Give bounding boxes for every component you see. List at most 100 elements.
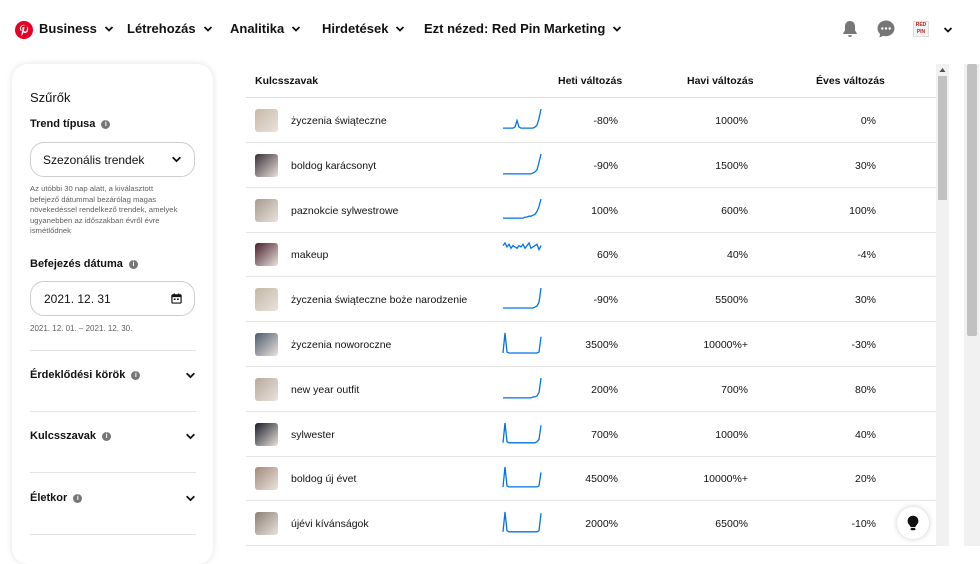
end-date-value: 2021. 12. 31	[44, 291, 111, 306]
info-icon[interactable]: i	[128, 259, 138, 269]
filter-section-keywords[interactable]: Kulcsszavak i	[30, 430, 196, 442]
keyword-thumbnail	[255, 153, 278, 177]
trend-sparkline	[503, 377, 542, 399]
keyword-thumbnail	[255, 377, 278, 401]
help-button[interactable]	[897, 507, 929, 539]
keyword-text[interactable]: boldog új évet	[291, 473, 357, 486]
header-weekly-change[interactable]: Heti változás	[558, 75, 623, 87]
weekly-change-value: -90%	[593, 159, 618, 172]
nav-ads-label: Hirdetések	[322, 21, 389, 36]
table-row[interactable]: życzenia świąteczne boże narodzenie -90% 5…	[246, 277, 936, 323]
trend-type-value: Szezonális trendek	[43, 152, 145, 167]
chevron-down-icon	[172, 156, 181, 163]
yearly-change-value: -4%	[857, 249, 876, 262]
nav-business-label: Business	[39, 21, 97, 36]
weekly-change-value: 60%	[596, 249, 618, 262]
weekly-change-value: 2000%	[585, 518, 618, 531]
page-scrollbar-thumb[interactable]	[967, 64, 977, 336]
header-monthly-change[interactable]: Havi változás	[687, 75, 754, 87]
scroll-up-arrow-icon[interactable]	[938, 66, 947, 74]
yearly-change-value: 30%	[854, 159, 876, 172]
keyword-text[interactable]: makeup	[291, 249, 329, 262]
filters-title: Szűrők	[30, 90, 71, 105]
messages-icon[interactable]	[876, 19, 896, 39]
chevron-down-icon	[186, 433, 195, 439]
table-row[interactable]: paznokcie sylwestrowe 100% 600% 100%	[246, 188, 936, 233]
keyword-text[interactable]: życzenia noworoczne	[291, 339, 392, 351]
trend-sparkline	[502, 467, 542, 488]
keyword-thumbnail	[255, 333, 278, 356]
keyword-thumbnail	[255, 109, 278, 132]
filter-section-interests[interactable]: Érdeklődési körök i	[30, 369, 196, 381]
end-date-input[interactable]: 2021. 12. 31	[30, 281, 195, 316]
table-row[interactable]: boldog új évet 4500% 10000%+ 20%	[246, 456, 936, 502]
weekly-change-value: 200%	[591, 383, 618, 396]
trend-type-select[interactable]: Szezonális trendek	[30, 142, 195, 177]
keyword-text[interactable]: paznokcie sylwestrowe	[291, 204, 399, 217]
weekly-change-value: 3500%	[585, 339, 618, 351]
account-avatar[interactable]: RED PIN	[913, 21, 929, 37]
sparkline-path	[502, 512, 542, 533]
table-row[interactable]: new year outfit 200% 700% 80%	[246, 367, 936, 412]
yearly-change-value: -10%	[851, 518, 876, 531]
info-icon[interactable]: i	[73, 493, 83, 503]
trend-type-label-text: Trend típusa	[30, 118, 96, 130]
notifications-bell-icon[interactable]	[840, 19, 860, 39]
keyword-thumbnail	[255, 512, 278, 536]
chevron-down-icon	[186, 372, 195, 378]
keyword-thumbnail	[255, 288, 278, 312]
nav-viewing-account[interactable]: Ezt nézed: Red Pin Marketing	[424, 21, 622, 36]
sparkline-path	[503, 198, 542, 219]
divider	[30, 350, 196, 351]
info-icon[interactable]: i	[101, 119, 111, 129]
nav-create[interactable]: Létrehozás	[127, 21, 213, 36]
monthly-change-value: 10000%+	[703, 473, 748, 486]
chevron-down-icon	[292, 25, 301, 32]
header-yearly-change[interactable]: Éves változás	[816, 75, 885, 87]
yearly-change-value: 80%	[854, 383, 876, 396]
weekly-change-value: -80%	[593, 115, 618, 127]
divider	[30, 534, 196, 535]
keyword-text[interactable]: újévi kívánságok	[291, 518, 369, 531]
calendar-icon[interactable]	[171, 293, 182, 304]
table-row[interactable]: makeup 60% 40% -4%	[246, 232, 936, 278]
trend-sparkline	[503, 288, 542, 309]
monthly-change-value: 1500%	[715, 159, 748, 172]
table-scrollbar-thumb[interactable]	[938, 76, 947, 200]
keyword-thumbnail	[255, 422, 278, 446]
sparkline-path	[503, 288, 542, 309]
nav-analytics[interactable]: Analitika	[230, 21, 301, 36]
nav-analytics-label: Analitika	[230, 21, 285, 36]
pinterest-logo-icon[interactable]	[15, 21, 33, 39]
trends-table: Kulcsszavak Heti változás Havi változás …	[246, 64, 936, 547]
sparkline-path	[502, 332, 542, 354]
trend-type-help-text: Az utóbbi 30 nap alatt, a kiválasztott b…	[30, 184, 178, 235]
table-row[interactable]: życzenia noworoczne 3500% 10000%+ -30%	[246, 322, 936, 367]
table-row[interactable]: boldog karácsonyt -90% 1500% 30%	[246, 143, 936, 188]
filter-section-age[interactable]: Életkor i	[30, 492, 196, 504]
table-row[interactable]: życzenia świąteczne -80% 1000% 0%	[246, 98, 936, 143]
keyword-thumbnail	[255, 467, 278, 491]
divider	[30, 472, 196, 473]
chevron-down-icon	[396, 25, 405, 32]
account-chevron-icon[interactable]	[943, 25, 953, 35]
info-icon[interactable]: i	[102, 431, 112, 441]
top-navigation: Business Létrehozás Analitika Hirdetések…	[0, 0, 980, 60]
keyword-text[interactable]: sylwester	[291, 428, 335, 441]
keyword-text[interactable]: new year outfit	[291, 383, 360, 396]
trend-sparkline	[502, 332, 542, 354]
nav-ads[interactable]: Hirdetések	[322, 21, 405, 36]
monthly-change-value: 40%	[726, 249, 748, 262]
keyword-text[interactable]: boldog karácsonyt	[291, 159, 377, 172]
filter-section-age-label: Életkor	[30, 492, 68, 504]
keyword-text[interactable]: życzenia świąteczne boże narodzenie	[291, 294, 468, 307]
table-row[interactable]: sylwester 700% 1000% 40%	[246, 412, 936, 457]
table-row[interactable]: újévi kívánságok 2000% 6500% -10%	[246, 501, 936, 547]
sparkline-path	[502, 422, 542, 444]
trend-type-label: Trend típusa i	[30, 118, 111, 130]
info-icon[interactable]: i	[131, 370, 141, 380]
nav-business[interactable]: Business	[39, 21, 114, 36]
header-keywords[interactable]: Kulcsszavak	[255, 75, 319, 87]
yearly-change-value: 20%	[854, 473, 876, 486]
keyword-text[interactable]: życzenia świąteczne	[291, 115, 387, 127]
